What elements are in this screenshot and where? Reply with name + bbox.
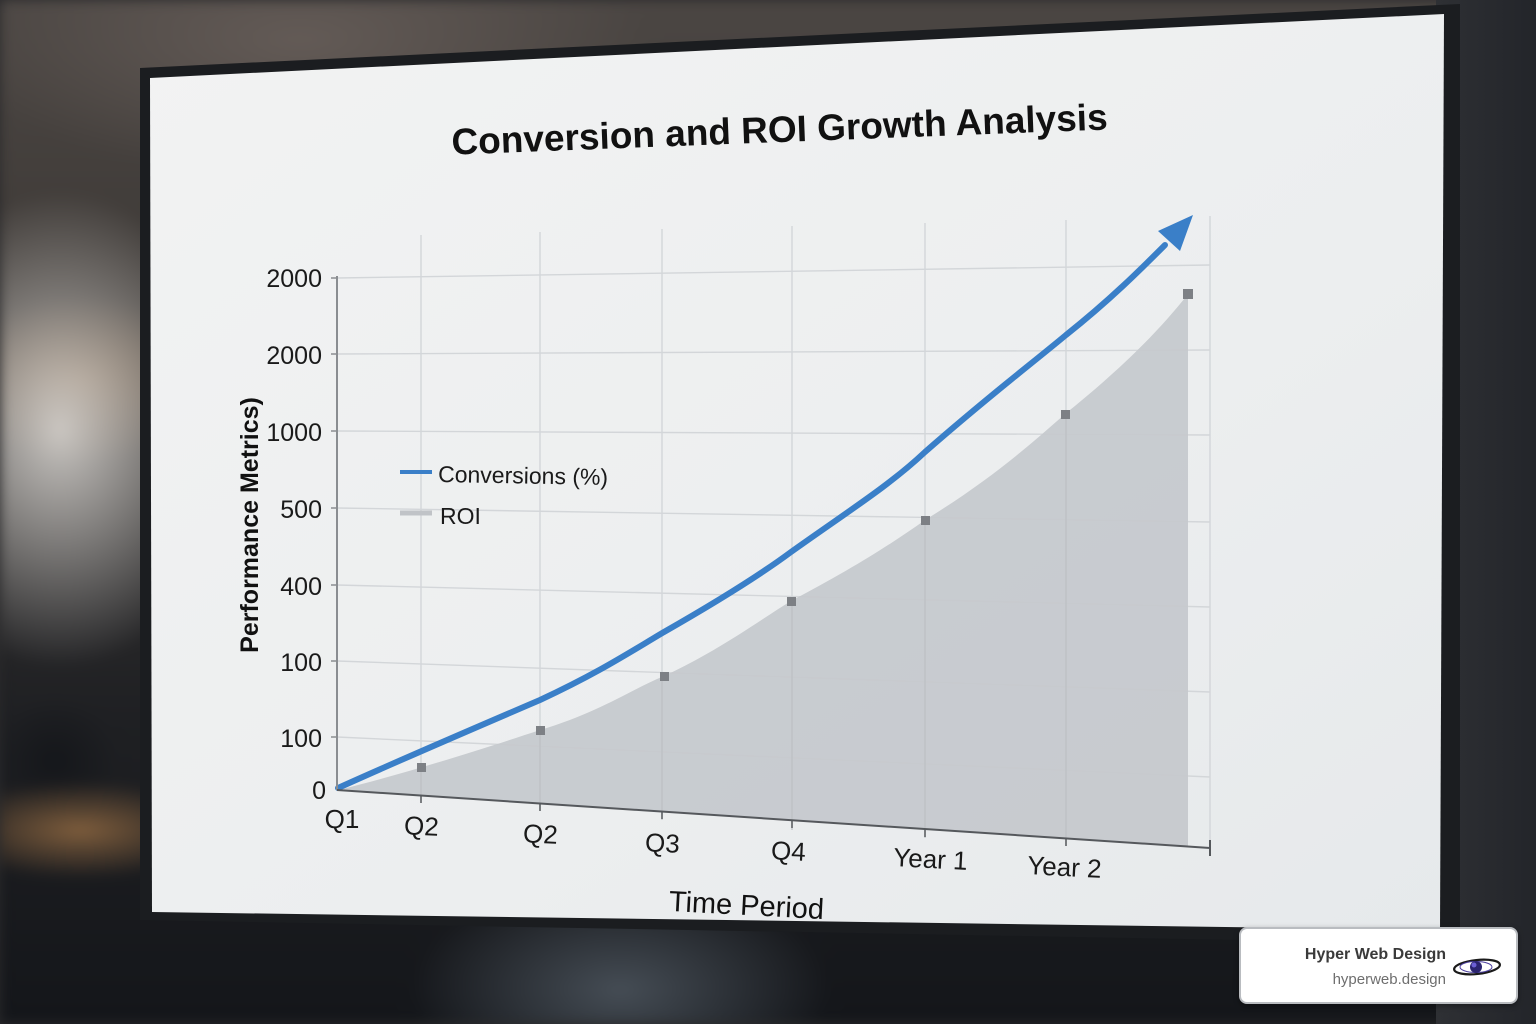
y-tick-labels: 2000 2000 1000 500 400 100 100 0: [266, 265, 326, 805]
legend-roi-label: ROI: [440, 503, 481, 529]
conversions-line: [335, 242, 1168, 791]
y-tick-label: 2000: [266, 342, 322, 370]
badge-name: Hyper Web Design: [1304, 946, 1446, 963]
hyperweb-logo-icon: [1453, 958, 1501, 976]
y-tick-label: 0: [312, 777, 326, 805]
conversions-arrow-head: [1158, 215, 1193, 251]
y-tick-label: 2000: [266, 265, 322, 293]
y-tick-label: 100: [280, 649, 322, 677]
legend-conversions-label: Conversions (%): [438, 461, 608, 490]
y-tick-label: 1000: [266, 419, 322, 447]
x-tick-label: Q3: [644, 827, 680, 859]
y-tick-label: 100: [280, 725, 322, 753]
x-tick-labels: Q1 Q2 Q2 Q3 Q4 Year 1 Year 2: [325, 804, 1103, 884]
hyperweb-badge[interactable]: Hyper Web Design hyperweb.design: [1239, 927, 1518, 1004]
x-axis: [336, 789, 1211, 849]
x-tick-label: Q2: [403, 810, 439, 842]
y-ticks: [331, 277, 337, 738]
y-axis-label: Performance Metrics): [236, 397, 264, 653]
roi-markers: [417, 289, 1193, 772]
badge-url: hyperweb.design: [1332, 971, 1446, 988]
grid-overlay: [420, 419, 1067, 846]
legend: Conversions (%) ROI: [400, 461, 608, 529]
x-ticks: [420, 795, 1067, 846]
x-tick-label: Year 1: [893, 842, 969, 876]
x-tick-label: Year 2: [1027, 850, 1103, 884]
y-tick-label: 400: [280, 573, 322, 601]
x-tick-label: Q1: [325, 804, 360, 834]
roi-area: [338, 294, 1188, 846]
x-tick-label: Q2: [522, 818, 558, 850]
y-tick-label: 500: [280, 496, 322, 524]
x-tick-label: Q4: [770, 835, 806, 867]
